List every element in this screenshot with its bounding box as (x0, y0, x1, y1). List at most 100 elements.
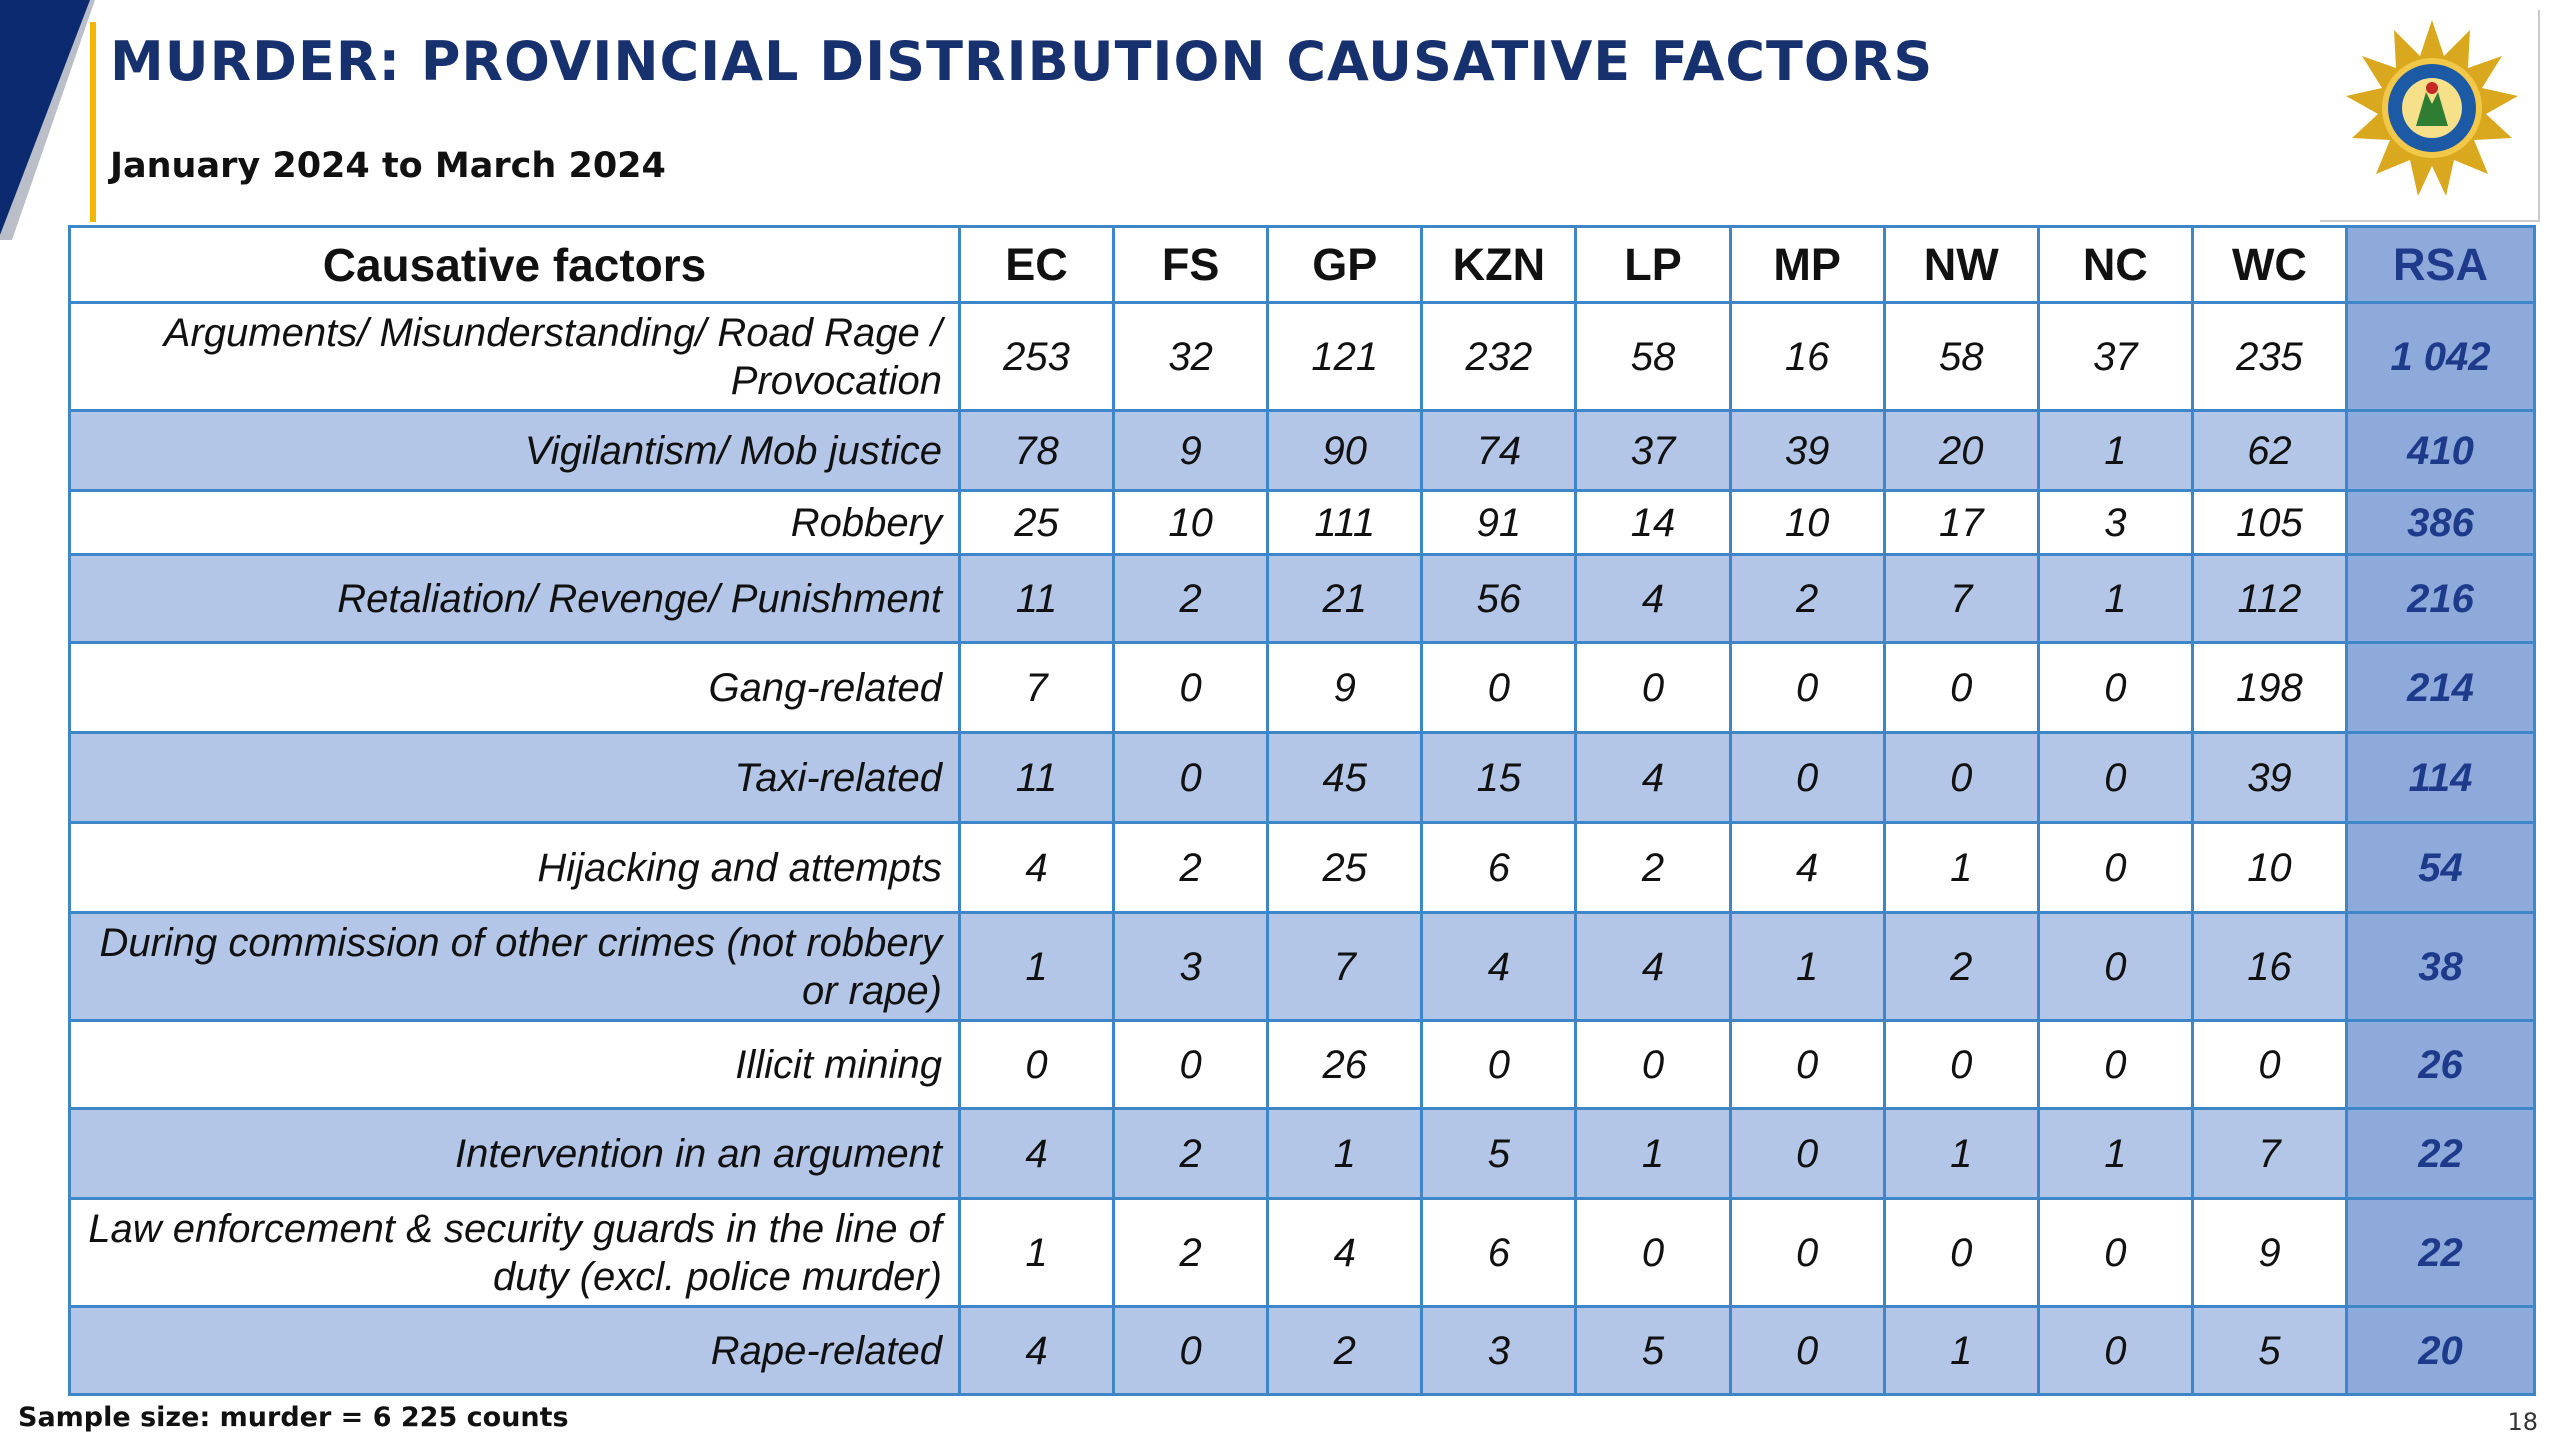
value-cell: 10 (1112, 489, 1270, 556)
value-cell: 91 (1420, 489, 1578, 556)
value-cell: 1 (1882, 1305, 2040, 1396)
value-cell: 4 (1574, 731, 1732, 824)
value-cell: 2 (1112, 553, 1270, 644)
rsa-total-cell: 214 (2345, 641, 2536, 734)
value-cell: 1 (1882, 821, 2040, 914)
factor-cell: Vigilantism/ Mob justice (68, 409, 961, 492)
value-cell: 198 (2190, 641, 2349, 734)
value-cell: 121 (1266, 301, 1424, 412)
value-cell: 56 (1420, 553, 1578, 644)
value-cell: 14 (1574, 489, 1732, 556)
factor-cell: Arguments/ Misunderstanding/ Road Rage /… (68, 301, 961, 412)
rsa-total-cell: 54 (2345, 821, 2536, 914)
value-cell: 25 (957, 489, 1116, 556)
rsa-total-cell: 216 (2345, 553, 2536, 644)
value-cell: 4 (957, 821, 1116, 914)
value-cell: 0 (1112, 1305, 1270, 1396)
value-cell: 10 (1728, 489, 1886, 556)
value-cell: 3 (2036, 489, 2194, 556)
value-cell: 6 (1420, 1197, 1578, 1308)
value-cell: 1 (2036, 1107, 2194, 1200)
value-cell: 15 (1420, 731, 1578, 824)
value-cell: 253 (957, 301, 1116, 412)
factor-cell: Retaliation/ Revenge/ Punishment (68, 553, 961, 644)
value-cell: 0 (1420, 1019, 1578, 1110)
value-cell: 0 (2190, 1019, 2349, 1110)
value-cell: 5 (1574, 1305, 1732, 1396)
value-cell: 0 (2036, 821, 2194, 914)
value-cell: 0 (1420, 641, 1578, 734)
value-cell: 58 (1882, 301, 2040, 412)
value-cell: 21 (1266, 553, 1424, 644)
value-cell: 1 (2036, 553, 2194, 644)
rsa-total-cell: 26 (2345, 1019, 2536, 1110)
value-cell: 0 (2036, 911, 2194, 1022)
value-cell: 4 (1728, 821, 1886, 914)
column-header: WC (2190, 225, 2349, 304)
value-cell: 7 (957, 641, 1116, 734)
value-cell: 0 (2036, 641, 2194, 734)
table-row: Vigilantism/ Mob justice 78 9 90 74 37 39 20 1 62… (68, 409, 2536, 492)
column-header: NC (2036, 225, 2194, 304)
value-cell: 2 (1574, 821, 1732, 914)
factor-cell: Rape-related (68, 1305, 961, 1396)
value-cell: 0 (1882, 1019, 2040, 1110)
value-cell: 90 (1266, 409, 1424, 492)
column-header: NW (1882, 225, 2040, 304)
value-cell: 7 (1882, 553, 2040, 644)
value-cell: 0 (1882, 641, 2040, 734)
sample-size-note: Sample size: murder = 6 225 counts (18, 1402, 569, 1433)
table-row: Hijacking and attempts 4 2 25 6 2 4 1 0 10 54 (68, 821, 2536, 914)
rsa-total-cell: 1 042 (2345, 301, 2536, 412)
value-cell: 9 (1266, 641, 1424, 734)
factor-cell: Hijacking and attempts (68, 821, 961, 914)
value-cell: 0 (1728, 641, 1886, 734)
factor-cell: Law enforcement & security guards in the… (68, 1197, 961, 1308)
page-number: 18 (2507, 1408, 2538, 1436)
rsa-total-cell: 38 (2345, 911, 2536, 1022)
value-cell: 16 (2190, 911, 2349, 1022)
value-cell: 2 (1112, 821, 1270, 914)
value-cell: 39 (1728, 409, 1886, 492)
value-cell: 39 (2190, 731, 2349, 824)
saps-star-emblem-icon (2346, 20, 2518, 196)
column-header: FS (1112, 225, 1270, 304)
rsa-total-cell: 22 (2345, 1107, 2536, 1200)
column-header: MP (1728, 225, 1886, 304)
rsa-total-cell: 386 (2345, 489, 2536, 556)
value-cell: 6 (1420, 821, 1578, 914)
rsa-total-cell: 20 (2345, 1305, 2536, 1396)
value-cell: 2 (1882, 911, 2040, 1022)
factor-cell: Illicit mining (68, 1019, 961, 1110)
value-cell: 0 (1728, 1107, 1886, 1200)
value-cell: 78 (957, 409, 1116, 492)
table-row: Gang-related 7 0 9 0 0 0 0 0 198 214 (68, 641, 2536, 734)
value-cell: 0 (1728, 1019, 1886, 1110)
value-cell: 0 (1728, 1197, 1886, 1308)
value-cell: 4 (1574, 911, 1732, 1022)
value-cell: 74 (1420, 409, 1578, 492)
rsa-total-cell: 114 (2345, 731, 2536, 824)
column-header: GP (1266, 225, 1424, 304)
value-cell: 2 (1266, 1305, 1424, 1396)
value-cell: 0 (2036, 1197, 2194, 1308)
value-cell: 4 (1574, 553, 1732, 644)
value-cell: 9 (1112, 409, 1270, 492)
table-row: During commission of other crimes (not r… (68, 911, 2536, 1022)
value-cell: 1 (1574, 1107, 1732, 1200)
value-cell: 2 (1728, 553, 1886, 644)
value-cell: 7 (1266, 911, 1424, 1022)
value-cell: 11 (957, 553, 1116, 644)
value-cell: 0 (1112, 1019, 1270, 1110)
causative-factors-table: Causative factors EC FS GP KZN LP MP NW … (68, 225, 2536, 1396)
value-cell: 37 (1574, 409, 1732, 492)
table-row: Illicit mining 0 0 26 0 0 0 0 0 0 26 (68, 1019, 2536, 1110)
value-cell: 26 (1266, 1019, 1424, 1110)
factor-cell: Taxi-related (68, 731, 961, 824)
value-cell: 0 (2036, 731, 2194, 824)
value-cell: 0 (1112, 731, 1270, 824)
value-cell: 1 (1266, 1107, 1424, 1200)
value-cell: 232 (1420, 301, 1578, 412)
column-header: KZN (1420, 225, 1578, 304)
value-cell: 0 (1574, 1197, 1732, 1308)
